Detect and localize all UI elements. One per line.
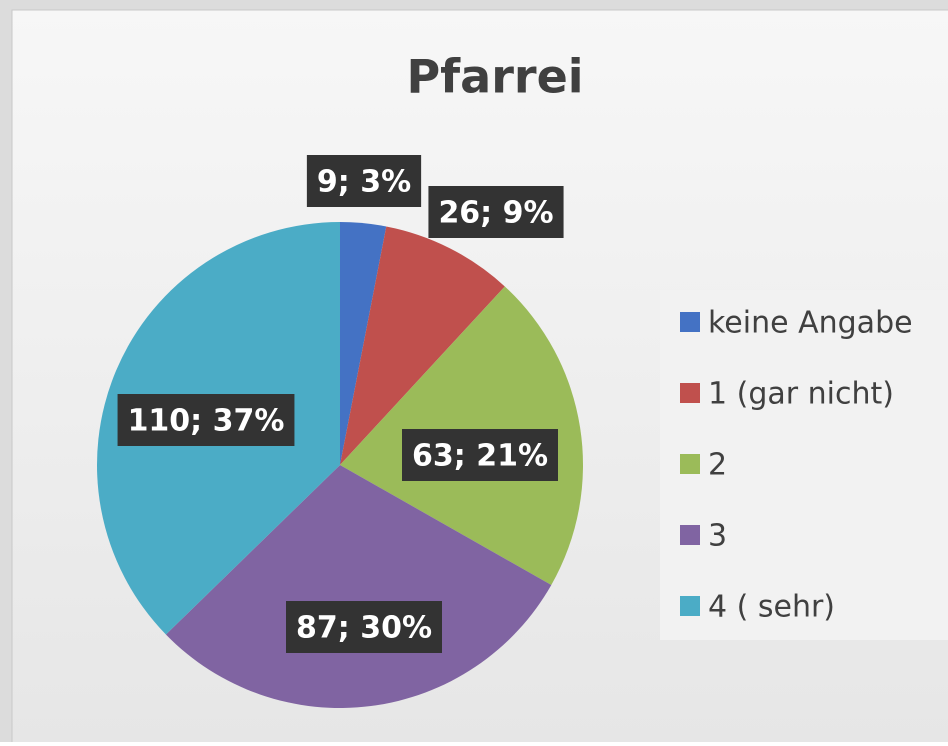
pie-slice — [340, 226, 505, 465]
data-label-box — [428, 186, 564, 238]
chart-title: Pfarrei — [406, 50, 583, 104]
data-label: 26; 9% — [438, 196, 553, 231]
pie-slice — [165, 465, 552, 708]
data-label: 110; 37% — [128, 404, 285, 439]
data-label: 9; 3% — [317, 165, 411, 200]
legend-label: 1 (gar nicht) — [708, 377, 894, 412]
legend-label: keine Angabe — [708, 306, 913, 341]
pie-slice — [340, 222, 387, 465]
legend-swatch — [680, 454, 700, 474]
data-label-box — [286, 601, 442, 653]
legend-label: 2 — [708, 448, 727, 483]
data-label: 63; 21% — [412, 439, 548, 474]
data-label: 87; 30% — [296, 611, 432, 646]
legend-swatch — [680, 312, 700, 332]
legend-label: 4 ( sehr) — [708, 590, 835, 625]
data-label-box — [306, 155, 422, 207]
legend-swatch — [680, 383, 700, 403]
data-label-box — [117, 394, 295, 446]
legend-label: 3 — [708, 519, 727, 554]
data-label-box — [402, 429, 558, 481]
legend-swatch — [680, 525, 700, 545]
legend-box — [660, 290, 948, 640]
legend-swatch — [680, 596, 700, 616]
